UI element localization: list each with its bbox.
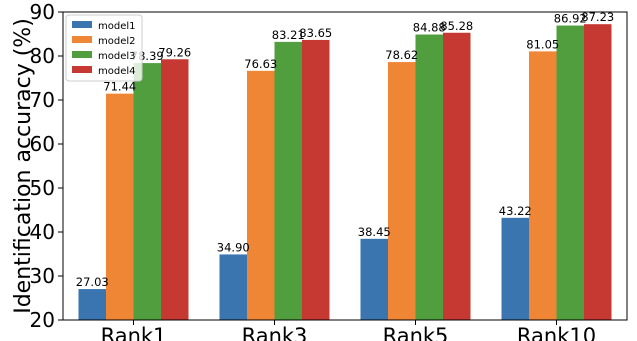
legend-swatch-model2 (72, 36, 92, 43)
value-label-model1-rank10: 43.22 (499, 204, 532, 218)
bar-model3-rank5 (415, 34, 443, 320)
legend-swatch-model3 (72, 51, 92, 58)
x-tick-label-rank3: Rank3 (242, 324, 308, 341)
legend: model1 model2 model3 model4 (65, 14, 143, 82)
value-label-model4-rank5: 85.28 (440, 19, 473, 33)
plot-frame (62, 11, 628, 321)
legend-label-model4: model4 (98, 66, 136, 77)
value-label-model3-rank10: 86.92 (554, 12, 587, 26)
bar-model3-rank1 (133, 63, 161, 321)
value-label-model2-rank3: 76.63 (244, 57, 277, 71)
bar-model1-rank1 (78, 289, 106, 320)
legend-swatch-model4 (72, 66, 92, 73)
bars-group (78, 24, 612, 321)
legend-swatch-model1 (72, 21, 92, 28)
y-axis-label: Identification accuracy (%) (11, 18, 36, 314)
x-tick-label-rank5: Rank5 (383, 324, 449, 341)
x-axis: Rank1 Rank3 Rank5 Rank10 (101, 320, 596, 341)
bar-model4-rank5 (443, 32, 471, 320)
y-tick-label-20: 20 (30, 308, 55, 332)
value-label-model2-rank10: 81.05 (526, 37, 559, 51)
y-tick-label-30: 30 (30, 264, 55, 288)
legend-box (65, 14, 143, 82)
value-label-model2-rank5: 78.62 (385, 48, 418, 62)
bar-model4-rank10 (584, 24, 612, 321)
y-tick-label-70: 70 (30, 88, 55, 112)
bar-model2-rank10 (529, 51, 557, 320)
y-tick-label-40: 40 (30, 220, 55, 244)
y-tick-label-90: 90 (30, 0, 55, 24)
y-tick-label-60: 60 (30, 132, 55, 156)
legend-label-model1: model1 (98, 21, 136, 32)
bar-model1-rank5 (360, 238, 388, 320)
y-axis: 20 30 40 50 60 70 80 90 (30, 0, 63, 332)
y-tick-label-80: 80 (30, 44, 55, 68)
bar-model1-rank10 (501, 217, 529, 320)
value-labels-group: 27.0371.4478.3979.2634.9076.6383.2183.65… (76, 10, 614, 289)
value-label-model1-rank3: 34.90 (217, 240, 250, 254)
y-tick-label-50: 50 (30, 176, 55, 200)
value-label-model4-rank10: 87.23 (581, 10, 614, 24)
value-label-model4-rank3: 83.65 (299, 26, 332, 40)
value-label-model3-rank3: 83.21 (272, 28, 305, 42)
value-label-model1-rank5: 38.45 (358, 225, 391, 239)
bar-model2-rank5 (388, 62, 416, 321)
value-label-model4-rank1: 79.26 (158, 45, 191, 59)
legend-label-model3: model3 (98, 51, 136, 62)
bar-model3-rank3 (274, 41, 302, 320)
value-label-model2-rank1: 71.44 (103, 80, 136, 94)
bar-model2-rank3 (247, 70, 275, 320)
x-tick-label-rank10: Rank10 (517, 324, 596, 341)
bar-model1-rank3 (219, 254, 247, 320)
value-label-model3-rank5: 84.88 (413, 21, 446, 35)
bar-model2-rank1 (106, 93, 134, 320)
bar-model4-rank3 (302, 39, 330, 320)
x-tick-label-rank1: Rank1 (101, 324, 167, 341)
bar-model3-rank10 (556, 25, 584, 320)
legend-label-model2: model2 (98, 36, 136, 47)
value-label-model1-rank1: 27.03 (76, 275, 109, 289)
bar-model4-rank1 (161, 59, 189, 320)
